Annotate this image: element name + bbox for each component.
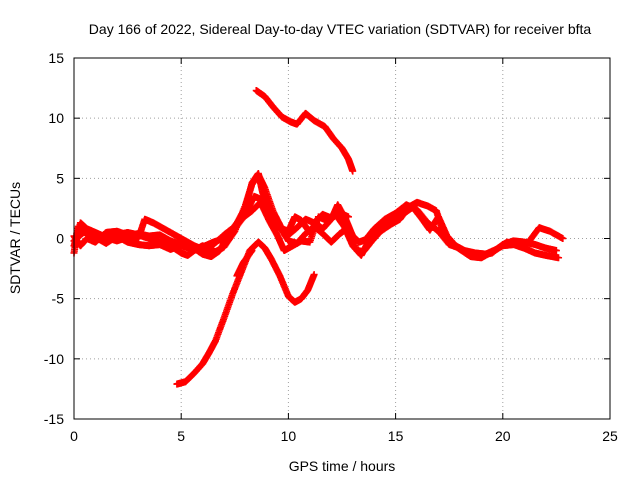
y-tick-label: 10: [48, 110, 64, 126]
x-tick-label: 10: [281, 428, 297, 444]
x-tick-label: 5: [177, 428, 185, 444]
series-track-lower: [173, 238, 318, 388]
data-point: [248, 247, 256, 255]
y-tick-label: -10: [44, 351, 64, 367]
data-point: [559, 235, 567, 242]
y-axis-label: SDTVAR / TECUs: [7, 182, 23, 294]
x-tick-label: 15: [388, 428, 404, 444]
x-tick-label: 25: [602, 428, 618, 444]
y-tick-label: -5: [52, 291, 65, 307]
series-track-lower-fragment: [233, 247, 256, 280]
x-tick-label: 0: [70, 428, 78, 444]
plot-frame: [73, 57, 611, 420]
y-tick-label: 15: [48, 50, 64, 66]
x-axis-label: GPS time / hours: [289, 458, 396, 474]
data-markers: [70, 86, 567, 388]
chart-title: Day 166 of 2022, Sidereal Day-to-day VTE…: [89, 21, 592, 37]
y-tick-label: -15: [44, 411, 64, 427]
x-tick-label: 20: [495, 428, 511, 444]
data-point: [552, 247, 560, 255]
data-point: [310, 271, 318, 279]
y-tick-label: 5: [56, 170, 64, 186]
series-track-d: [70, 192, 352, 253]
y-tick-label: 0: [56, 231, 64, 247]
data-point: [344, 213, 352, 221]
data-point: [555, 254, 563, 262]
data-point: [349, 167, 357, 175]
ticks: 0 5 10 15 20 25 -15 -10 -5 0 5 10 15: [44, 50, 618, 444]
series-track-upper: [252, 86, 357, 175]
